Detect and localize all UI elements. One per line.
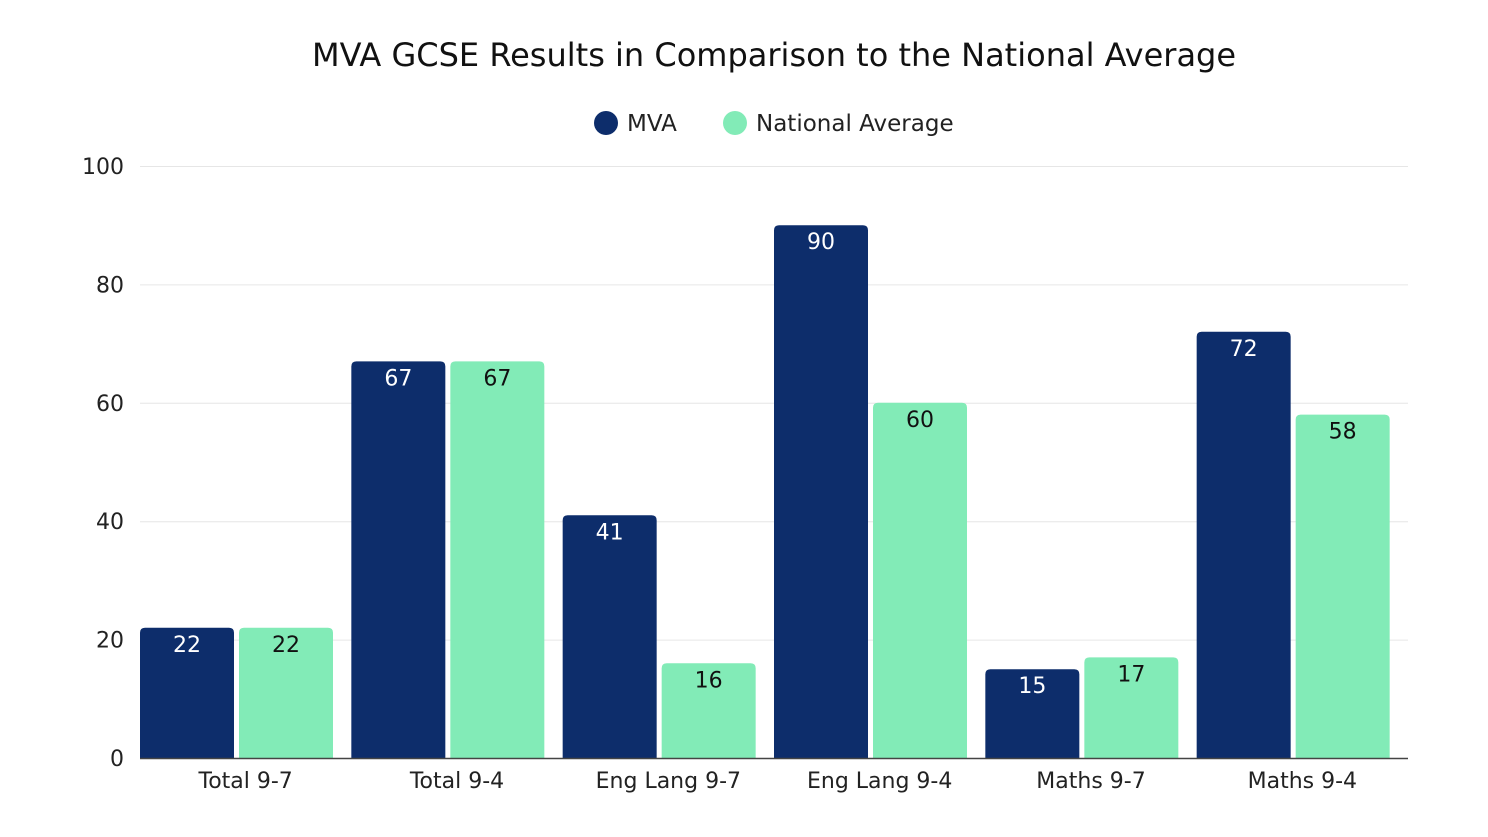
legend-label: National Average: [756, 111, 954, 137]
bar-national-average: [1295, 414, 1390, 758]
bar-mva: [1196, 331, 1291, 758]
bar-value-label: 60: [906, 408, 934, 433]
bar-mva: [140, 627, 234, 758]
bar-value-label: 90: [807, 230, 835, 255]
bars: 22 22 67 67 41 16 90 60 15 17 72 58: [140, 225, 1390, 758]
legend-label: MVA: [627, 111, 677, 137]
bar-value-label: 15: [1018, 674, 1046, 699]
y-tick-label: 40: [96, 510, 124, 535]
bar-value-label: 22: [173, 633, 201, 658]
y-tick-label: 100: [82, 155, 124, 180]
x-axis: Total 9-7 Total 9-4 Eng Lang 9-7 Eng Lang 9…: [198, 769, 1358, 794]
bar-national-average: [661, 663, 756, 758]
x-tick-label: Total 9-4: [409, 769, 504, 794]
bar-value-label: 16: [695, 668, 723, 693]
bar-mva: [562, 515, 657, 758]
bar-value-label: 22: [272, 633, 300, 658]
bar-mva: [774, 225, 868, 758]
legend-marker: [594, 111, 618, 135]
y-axis: 0 20 40 60 80 100: [82, 155, 124, 772]
bar-mva: [351, 361, 446, 758]
y-tick-label: 80: [96, 273, 124, 298]
y-tick-label: 20: [96, 629, 124, 654]
x-tick-label: Maths 9-7: [1036, 769, 1145, 794]
bar-value-label: 58: [1329, 420, 1357, 445]
bar-value-label: 41: [596, 520, 624, 545]
x-tick-label: Total 9-7: [198, 769, 293, 794]
x-tick-label: Eng Lang 9-4: [807, 769, 952, 794]
bar-national-average: [450, 361, 545, 758]
legend-marker: [723, 111, 747, 135]
bar-value-label: 67: [483, 366, 511, 391]
x-tick-label: Maths 9-4: [1248, 769, 1357, 794]
x-tick-label: Eng Lang 9-7: [596, 769, 741, 794]
legend: MVA National Average: [594, 111, 954, 137]
y-tick-label: 0: [110, 747, 124, 772]
bar-national-average: [239, 627, 333, 758]
y-tick-label: 60: [96, 392, 124, 417]
bar-national-average: [1084, 657, 1179, 758]
chart-title: MVA GCSE Results in Comparison to the Na…: [312, 36, 1236, 74]
bar-value-label: 72: [1230, 337, 1258, 362]
bar-mva: [985, 669, 1080, 758]
bar-value-label: 17: [1117, 662, 1145, 687]
bar-value-label: 67: [384, 366, 412, 391]
bar-national-average: [873, 402, 967, 758]
